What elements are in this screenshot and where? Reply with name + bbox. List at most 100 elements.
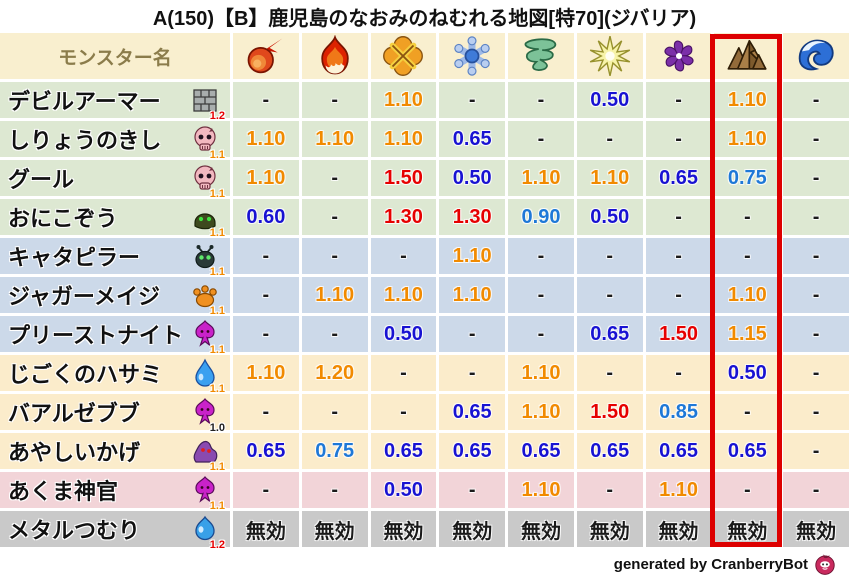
resist-cell: - [783, 160, 849, 196]
resist-cell: 0.65 [439, 394, 506, 430]
resist-cell: - [508, 121, 574, 157]
resist-cell: 無効 [370, 511, 437, 547]
monster-multiplier: 1.0 [209, 422, 225, 434]
resist-cell: - [576, 238, 643, 274]
resist-cell: - [783, 472, 849, 508]
flame-icon [314, 35, 356, 77]
resist-cell: 1.10 [233, 355, 299, 391]
resist-cell: 1.10 [508, 472, 574, 508]
resist-cell: - [508, 82, 574, 118]
resist-cell: 0.65 [714, 433, 781, 469]
resist-cell: - [439, 472, 506, 508]
resist-cell: - [301, 394, 368, 430]
monster-name-cell: しりょうのきし 1.1 [0, 121, 230, 161]
resist-cell: - [783, 238, 849, 274]
resist-cell: - [645, 82, 712, 118]
resist-cell: - [645, 199, 712, 235]
shadow-icon: 1.1 [190, 436, 225, 473]
resist-cell: 1.10 [370, 82, 437, 118]
resist-cell: 1.30 [370, 199, 437, 235]
resist-cell: 1.10 [233, 121, 299, 157]
resist-cell: - [370, 394, 437, 430]
trident-icon: 1.1 [190, 319, 225, 356]
page-title: A(150)【B】鹿児島のなおみのねむれる地図[特70](ジバリア) [152, 8, 697, 30]
resist-cell: 1.10 [714, 82, 781, 118]
tornado-icon [520, 35, 562, 77]
monster-name: おにこぞう [8, 206, 118, 231]
resist-cell: 1.10 [714, 121, 781, 157]
wave-icon [795, 35, 837, 77]
trident-icon: 1.1 [190, 475, 225, 512]
resist-cell: 1.10 [645, 472, 712, 508]
monster-multiplier: 1.1 [209, 500, 225, 512]
trident-icon: 1.0 [190, 397, 225, 434]
resist-cell: 1.10 [439, 238, 506, 274]
resist-cell: 0.75 [714, 160, 781, 196]
resist-cell: 1.50 [645, 316, 712, 352]
monster-multiplier: 1.1 [209, 344, 225, 356]
monster-multiplier: 1.2 [209, 110, 225, 122]
waterdrop-icon: 1.1 [190, 358, 225, 395]
resist-cell: 無効 [645, 511, 712, 547]
resist-cell: 無効 [439, 511, 506, 547]
resist-cell: - [576, 355, 643, 391]
resist-cell: 1.10 [508, 355, 574, 391]
resist-cell: - [783, 433, 849, 469]
resist-cell: - [783, 121, 849, 157]
resist-cell: 1.15 [714, 316, 781, 352]
resist-cell: 無効 [576, 511, 643, 547]
monster-name: バアルゼブブ [8, 401, 140, 426]
monster-name: あくま神官 [8, 479, 119, 504]
resist-cell: 0.50 [714, 355, 781, 391]
resist-cell: 1.10 [508, 394, 574, 430]
element-column-header [783, 33, 849, 79]
skull-icon: 1.1 [190, 163, 225, 200]
pinwheel-icon [658, 35, 700, 77]
resist-cell: - [576, 472, 643, 508]
mountain-icon [726, 35, 768, 77]
monster-name-column-header: モンスター名 [0, 33, 230, 79]
monster-name: ジャガーメイジ [8, 284, 161, 309]
resist-cell: - [301, 316, 368, 352]
resist-cell: - [439, 355, 506, 391]
monster-name-cell: あくま神官 1.1 [0, 472, 230, 512]
fireball-icon [245, 35, 287, 77]
resist-cell: 0.65 [576, 316, 643, 352]
resist-cell: - [508, 277, 574, 313]
monster-name-cell: じごくのハサミ 1.1 [0, 355, 230, 395]
resist-cell: 1.10 [301, 121, 368, 157]
resist-cell: - [714, 199, 781, 235]
cranberry-bot-icon [813, 552, 837, 576]
resist-cell: 0.50 [370, 472, 437, 508]
skull-icon: 1.1 [190, 124, 225, 161]
resist-cell: 0.65 [645, 433, 712, 469]
monster-name-cell: デビルアーマー 1.2 [0, 82, 230, 122]
element-column-header [508, 33, 574, 79]
resist-cell: 1.10 [370, 121, 437, 157]
resist-cell: - [783, 199, 849, 235]
resist-cell: - [233, 394, 299, 430]
sparkle-icon [589, 35, 631, 77]
monster-name: キャタピラー [8, 245, 141, 270]
monster-name: プリーストナイト [8, 323, 183, 348]
element-column-header [714, 33, 781, 79]
monster-name-cell: おにこぞう 1.1 [0, 199, 230, 239]
resist-cell: - [714, 472, 781, 508]
resist-cell: 1.10 [508, 160, 574, 196]
resist-cell: - [233, 316, 299, 352]
resistance-table: モンスター名 デビルアーマー 1.2- -1.10- -0.50-1.10- しりょうの… [0, 33, 849, 551]
explosion-icon [382, 35, 424, 77]
monster-name-cell: メタルつむり 1.2 [0, 511, 230, 551]
monster-name: あやしいかげ [8, 440, 141, 465]
resist-cell: - [301, 238, 368, 274]
resist-cell: 0.50 [576, 199, 643, 235]
monster-multiplier: 1.1 [209, 149, 225, 161]
monster-name-cell: ジャガーメイジ 1.1 [0, 277, 230, 317]
element-column-header [439, 33, 506, 79]
resist-cell: 無効 [301, 511, 368, 547]
resist-cell: 1.50 [576, 394, 643, 430]
resist-cell: 0.65 [439, 121, 506, 157]
resist-cell: 1.30 [439, 199, 506, 235]
monster-name: しりょうのきし [8, 128, 162, 153]
